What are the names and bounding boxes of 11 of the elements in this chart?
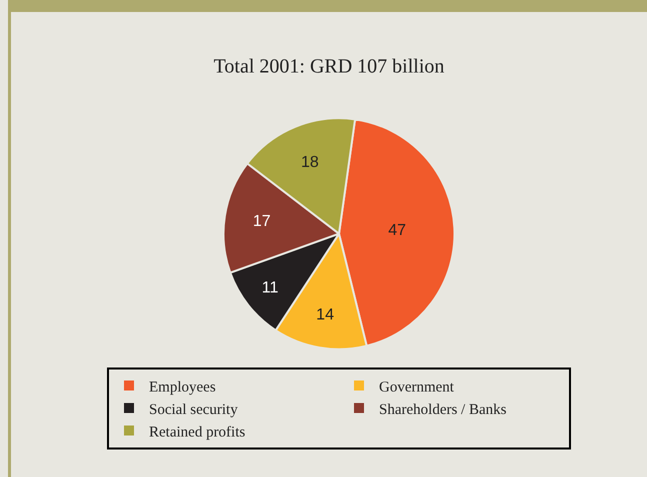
legend-label: Retained profits xyxy=(149,424,246,440)
chart-title: Total 2001: GRD 107 billion xyxy=(214,56,444,78)
legend-label: Shareholders / Banks xyxy=(379,402,507,418)
data-label: 17 xyxy=(252,213,271,230)
data-label: 14 xyxy=(316,306,334,324)
legend-label: Government xyxy=(379,379,455,396)
data-label: 11 xyxy=(262,279,279,296)
data-label: 47 xyxy=(388,222,406,240)
legend-label: Employees xyxy=(149,379,216,396)
data-label: 18 xyxy=(300,154,319,172)
legend-label: Social security xyxy=(149,402,238,418)
